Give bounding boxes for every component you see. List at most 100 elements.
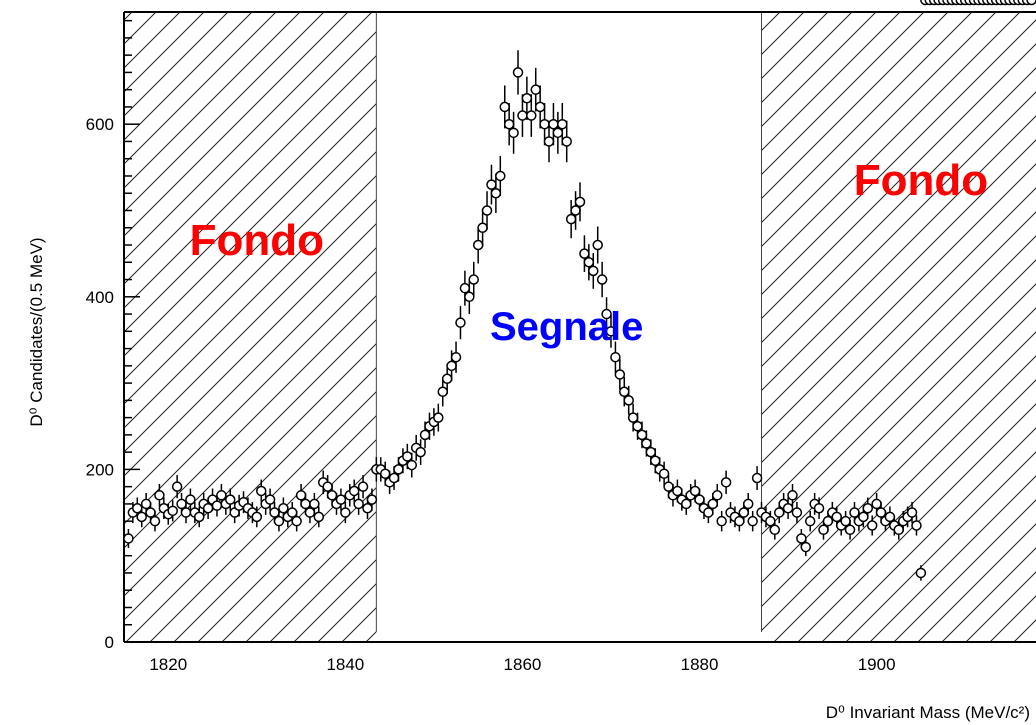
point-marker bbox=[596, 274, 608, 285]
point-marker bbox=[185, 494, 196, 505]
point-marker bbox=[477, 222, 488, 234]
point-marker bbox=[632, 420, 643, 432]
point-marker bbox=[650, 455, 661, 467]
point-marker bbox=[641, 438, 652, 449]
point-marker bbox=[570, 205, 581, 216]
y-tick-label: 0 bbox=[105, 633, 114, 652]
region-label-fondo: Fondo bbox=[190, 216, 324, 265]
data-point bbox=[570, 191, 581, 230]
data-point bbox=[437, 377, 449, 407]
point-marker bbox=[818, 524, 829, 536]
point-marker bbox=[831, 511, 843, 523]
point-marker bbox=[840, 515, 851, 527]
point-marker bbox=[273, 515, 285, 527]
data-point bbox=[813, 497, 825, 519]
point-marker bbox=[464, 291, 475, 303]
point-marker bbox=[552, 127, 564, 139]
data-point bbox=[539, 103, 550, 146]
point-marker bbox=[605, 326, 617, 337]
point-marker bbox=[875, 507, 887, 518]
point-marker bbox=[123, 533, 134, 544]
point-marker bbox=[866, 520, 878, 531]
x-tick-label: 1900 bbox=[858, 655, 896, 674]
data-point bbox=[180, 501, 192, 524]
data-point bbox=[149, 510, 161, 532]
data-point bbox=[844, 519, 856, 540]
point-marker bbox=[348, 485, 360, 497]
point-marker bbox=[419, 429, 431, 441]
point-marker bbox=[512, 67, 524, 78]
point-marker bbox=[171, 481, 183, 492]
point-marker bbox=[539, 118, 550, 130]
x-tick-label: 1840 bbox=[326, 655, 364, 674]
point-marker bbox=[579, 248, 590, 259]
x-tick-label: 1880 bbox=[681, 655, 719, 674]
point-marker bbox=[353, 498, 364, 510]
point-marker bbox=[707, 498, 719, 510]
point-marker bbox=[716, 515, 727, 527]
point-marker bbox=[893, 524, 905, 536]
point-marker bbox=[534, 101, 546, 113]
point-marker bbox=[645, 446, 657, 458]
point-marker bbox=[278, 502, 289, 514]
data-point bbox=[495, 155, 506, 197]
point-marker bbox=[286, 507, 298, 518]
point-marker bbox=[623, 395, 634, 406]
data-point bbox=[154, 484, 165, 507]
point-marker bbox=[340, 507, 351, 518]
data-point bbox=[769, 519, 781, 540]
point-marker bbox=[255, 485, 267, 497]
point-marker bbox=[149, 515, 161, 527]
data-point bbox=[658, 461, 670, 486]
data-point bbox=[552, 111, 564, 154]
data-point bbox=[353, 493, 364, 515]
data-point bbox=[526, 94, 537, 137]
x-axis-title: D⁰ Invariant Mass (MeV/c²) bbox=[826, 703, 1030, 722]
point-marker bbox=[503, 118, 515, 130]
data-point bbox=[251, 506, 263, 528]
point-marker bbox=[225, 494, 236, 505]
point-marker bbox=[468, 274, 479, 285]
point-marker bbox=[132, 502, 143, 514]
point-marker bbox=[858, 511, 869, 523]
data-point bbox=[123, 528, 134, 548]
point-marker bbox=[402, 451, 413, 462]
data-point bbox=[136, 506, 147, 528]
point-marker bbox=[782, 502, 794, 514]
data-point bbox=[481, 191, 493, 230]
point-marker bbox=[565, 213, 577, 225]
data-point bbox=[273, 510, 285, 532]
point-marker bbox=[787, 490, 798, 501]
y-tick-label: 400 bbox=[86, 288, 114, 307]
point-marker bbox=[136, 511, 147, 523]
point-marker bbox=[313, 511, 325, 523]
point-marker bbox=[627, 412, 639, 423]
data-point bbox=[517, 94, 528, 137]
point-marker bbox=[251, 511, 263, 523]
data-point bbox=[579, 235, 590, 272]
data-point bbox=[601, 297, 612, 331]
point-marker bbox=[849, 507, 860, 518]
point-marker bbox=[446, 360, 457, 372]
y-tick-label: 600 bbox=[86, 115, 114, 134]
point-marker bbox=[304, 507, 316, 518]
data-point bbox=[459, 270, 471, 306]
hatched-region-0 bbox=[124, 12, 377, 642]
point-marker bbox=[610, 351, 621, 363]
point-marker bbox=[844, 524, 856, 536]
point-marker bbox=[441, 373, 453, 385]
data-point bbox=[751, 466, 763, 490]
region-label-segnale: Segnale bbox=[490, 305, 643, 349]
data-point bbox=[264, 488, 276, 511]
data-point bbox=[309, 493, 320, 515]
point-marker bbox=[672, 485, 683, 497]
data-point bbox=[548, 103, 559, 146]
data-point bbox=[450, 341, 462, 373]
region-label-fondo: Fondo bbox=[854, 156, 988, 205]
point-marker bbox=[557, 118, 568, 130]
x-tick-label: 1860 bbox=[504, 655, 542, 674]
point-marker bbox=[300, 498, 311, 510]
point-marker bbox=[495, 170, 506, 182]
point-marker bbox=[357, 481, 369, 492]
data-point bbox=[742, 493, 754, 515]
